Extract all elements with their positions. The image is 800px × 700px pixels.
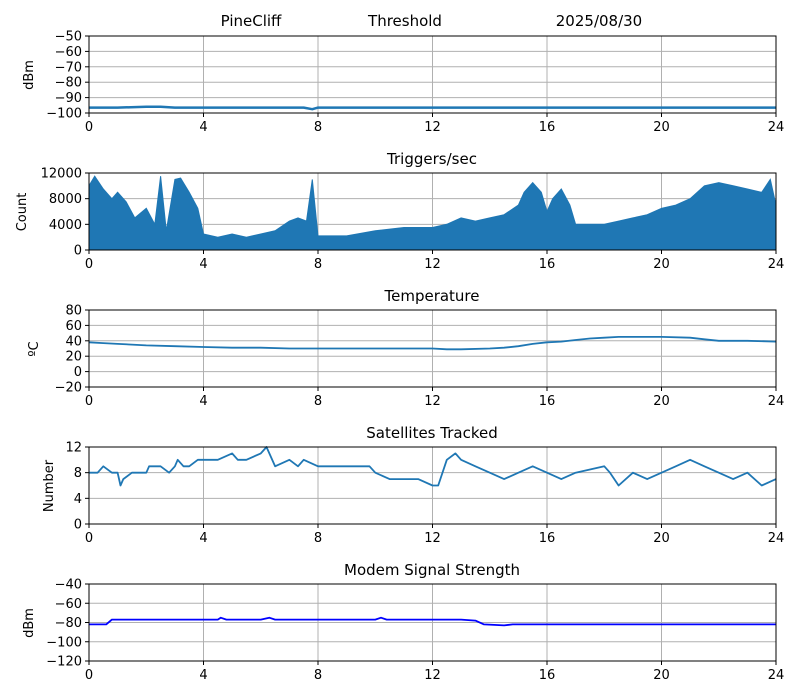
y-tick-label: −40	[55, 578, 82, 593]
x-tick-label: 12	[424, 394, 441, 409]
y-tick-label: 0	[74, 518, 82, 533]
y-tick-label: −120	[46, 655, 82, 670]
panel-3-frame	[88, 446, 777, 525]
x-tick-label: 12	[424, 668, 441, 683]
signal-threshold-panel: dBm 0 4 8 12 16 20 24 −100−90−80−70−60−50	[22, 30, 784, 136]
triggers-series-area	[88, 175, 777, 251]
series-line-0	[88, 335, 777, 351]
y-tick-label: −100	[46, 107, 82, 122]
x-tick-label: 12	[424, 120, 441, 135]
panel-1-title: Triggers/sec	[386, 150, 477, 168]
y-tick-label: −100	[46, 635, 82, 650]
x-tick-label: 12	[424, 257, 441, 272]
y-tick-label: −50	[55, 30, 82, 45]
panel-3-ylabel: Number	[42, 459, 57, 512]
panel-4-title: Modem Signal Strength	[344, 561, 520, 579]
modem-signal-panel: Modem Signal Strength dBm 0 4 8 12 16 20 24 −12…	[22, 561, 784, 683]
x-tick-label: 24	[768, 120, 785, 135]
panel-2-frame	[88, 309, 777, 388]
panel-0-frame	[88, 35, 777, 114]
x-tick-label: 8	[314, 668, 322, 683]
x-tick-label: 24	[768, 668, 785, 683]
panel-0-grid	[88, 35, 777, 114]
y-tick-label: 12000	[41, 167, 82, 182]
x-tick-label: 8	[314, 257, 322, 272]
series-line-0	[89, 105, 776, 111]
x-tick-label: 16	[539, 257, 556, 272]
satellites-panel: Satellites Tracked Number 0 4 8 12 16 20 24 0 4 8…	[42, 424, 784, 546]
x-tick-label: 4	[199, 531, 207, 546]
y-tick-label: 4000	[49, 218, 82, 233]
x-tick-label: 20	[653, 668, 670, 683]
y-tick-label: 0	[74, 244, 82, 259]
y-tick-label: 8000	[49, 192, 82, 207]
x-tick-label: 8	[314, 120, 322, 135]
y-tick-label: −80	[55, 76, 82, 91]
panel-3-title: Satellites Tracked	[366, 424, 497, 442]
x-tick-label: 24	[768, 531, 785, 546]
panel-4-frame	[88, 583, 777, 662]
x-tick-label: 4	[199, 257, 207, 272]
y-tick-label: −60	[55, 45, 82, 60]
y-tick-label: 12	[65, 441, 82, 456]
triggers-panel: Triggers/sec Count 0 4 8 12 16 20 24 0 4000 8000 1…	[15, 150, 784, 272]
panel-1-ylabel: Count	[15, 193, 30, 232]
x-tick-label: 0	[85, 120, 93, 135]
y-tick-label: −80	[55, 616, 82, 631]
x-tick-label: 24	[768, 394, 785, 409]
x-tick-label: 0	[85, 668, 93, 683]
x-tick-label: 16	[539, 120, 556, 135]
x-tick-label: 4	[199, 120, 207, 135]
y-tick-label: −60	[55, 597, 82, 612]
panel-2-title: Temperature	[383, 287, 479, 305]
x-tick-label: 4	[199, 668, 207, 683]
series-line-0	[89, 616, 776, 627]
x-tick-label: 16	[539, 531, 556, 546]
x-tick-label: 8	[314, 531, 322, 546]
panel-4-ylabel: dBm	[22, 608, 37, 638]
series-line-0	[89, 446, 777, 487]
y-tick-label: −70	[55, 60, 82, 75]
x-tick-label: 0	[85, 394, 93, 409]
header-mode: Threshold	[367, 12, 442, 30]
x-tick-label: 20	[653, 257, 670, 272]
y-tick-label: 80	[65, 304, 82, 319]
panel-0-ylabel: dBm	[22, 60, 37, 90]
panel-4-grid	[88, 583, 777, 662]
x-tick-label: 4	[199, 394, 207, 409]
x-tick-label: 24	[768, 257, 785, 272]
y-tick-label: −20	[55, 381, 82, 396]
panel-1-frame	[88, 172, 777, 251]
x-tick-label: 0	[85, 257, 93, 272]
header-date: 2025/08/30	[556, 12, 642, 30]
y-tick-label: 60	[65, 319, 82, 334]
panel-2-ylabel: ºC	[27, 341, 42, 356]
x-tick-label: 8	[314, 394, 322, 409]
y-tick-label: 20	[65, 350, 82, 365]
x-tick-label: 16	[539, 668, 556, 683]
y-tick-label: 4	[74, 492, 82, 507]
x-tick-label: 12	[424, 531, 441, 546]
y-tick-label: 0	[74, 365, 82, 380]
x-tick-label: 20	[653, 394, 670, 409]
y-tick-label: 8	[74, 466, 82, 481]
x-tick-label: 20	[653, 120, 670, 135]
x-tick-label: 16	[539, 394, 556, 409]
x-tick-label: 0	[85, 531, 93, 546]
y-tick-label: −90	[55, 91, 82, 106]
y-tick-label: 40	[65, 334, 82, 349]
x-tick-label: 20	[653, 531, 670, 546]
header-station: PineCliff	[221, 12, 282, 30]
